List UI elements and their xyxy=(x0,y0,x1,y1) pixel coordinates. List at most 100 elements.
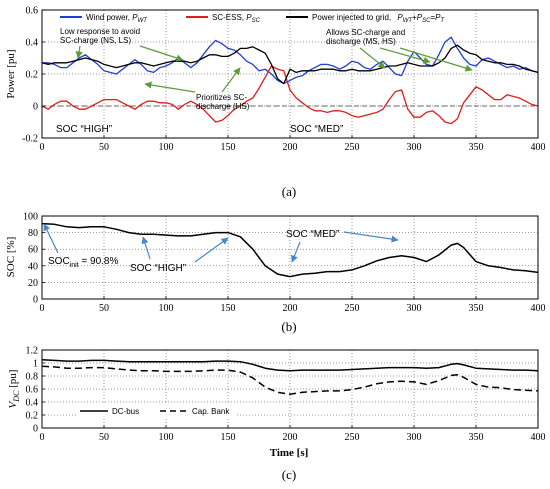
annotation-soc-med-a: SOC “MED” xyxy=(290,124,343,135)
x-tick-label: 150 xyxy=(221,303,236,314)
y-tick-label: 20 xyxy=(28,278,38,289)
x-tick-label: 400 xyxy=(531,303,546,314)
legend-c: DC-bus Cap. Bank xyxy=(76,404,236,418)
arrow-soc-med-1 xyxy=(291,241,301,263)
series-line-a-1 xyxy=(41,65,539,125)
series-b xyxy=(41,222,539,278)
legend-dcbus-label: DC-bus xyxy=(112,407,139,416)
arrow-prioritizes-2 xyxy=(221,67,241,93)
x-tick-label: 350 xyxy=(469,142,484,153)
arrow-low-response-1 xyxy=(75,45,83,59)
x-tick-label: 350 xyxy=(469,303,484,314)
y-tick-label: 100 xyxy=(23,212,38,223)
arrow-soc-init xyxy=(43,223,59,254)
arrow-allows-3 xyxy=(399,47,473,72)
x-tick-label: 0 xyxy=(40,432,45,443)
series-c xyxy=(41,359,539,395)
arrow-allows-1 xyxy=(359,47,386,69)
arrow-soc-med-2 xyxy=(343,231,399,243)
series-line-a-0 xyxy=(42,36,539,85)
y-tick-label: 0 xyxy=(33,102,38,113)
annotation-prioritizes-line1: Prioritizes SC- xyxy=(196,93,247,102)
annotation-low-response-line2: SC-charge (NS, LS) xyxy=(60,36,131,45)
x-tick-label: 50 xyxy=(99,432,109,443)
y-tick-label: 40 xyxy=(28,261,38,272)
annotation-allows-line2: discharge (MS, HS) xyxy=(326,37,396,46)
legend-wind-label: Wind power, PWT xyxy=(86,13,148,24)
y-tick-label: 0.4 xyxy=(26,38,39,49)
series-line-c-0 xyxy=(41,359,539,372)
annotation-prioritizes-line2: discharge (HS) xyxy=(196,102,250,111)
annotation-low-response-line1: Low response to avoid xyxy=(60,27,140,36)
x-tick-label: 400 xyxy=(531,432,546,443)
x-tick-label: 300 xyxy=(407,303,422,314)
arrow-prioritizes-1 xyxy=(144,81,196,93)
panel-c: 0 50 100 150 200 250 300 350 40000.20.40.60.811.… xyxy=(7,346,546,483)
legend-grid-label: Power injected to grid, PWT+PSC=PT xyxy=(312,13,445,24)
y-tick-label: 60 xyxy=(28,245,38,256)
x-tick-label: 0 xyxy=(40,303,45,314)
x-tick-label: 250 xyxy=(345,432,360,443)
ylabel-b: SOC [%] xyxy=(5,237,17,278)
grid-c xyxy=(42,350,538,428)
x-tick-label: 200 xyxy=(283,432,298,443)
caption-a: (a) xyxy=(282,184,296,199)
x-tick-label: 200 xyxy=(283,303,298,314)
x-tick-label: 300 xyxy=(407,432,422,443)
annotation-soc-high-b: SOC “HIGH” xyxy=(130,263,186,274)
ylabel-c: VDC [pu] xyxy=(7,370,21,409)
series-line-b-0 xyxy=(41,222,539,278)
annotation-soc-init: SOCinit = 90.8% xyxy=(48,256,118,269)
grid-a xyxy=(42,10,538,138)
ticks-a: 0 50 100 150 200 250 300 350 400-0.200.20.40.6 xyxy=(22,6,545,154)
x-tick-label: 200 xyxy=(283,142,298,153)
legend-capbank-label: Cap. Bank xyxy=(192,407,230,416)
x-tick-label: 400 xyxy=(531,142,546,153)
y-tick-label: 0.6 xyxy=(26,6,39,17)
x-tick-label: 150 xyxy=(221,432,236,443)
x-tick-label: 0 xyxy=(40,142,45,153)
y-tick-label: 0.6 xyxy=(26,385,39,396)
caption-b: (b) xyxy=(281,319,296,334)
panel-a: 0 50 100 150 200 250 300 350 400-0.200.20.40.6 P… xyxy=(5,6,546,200)
legend-c-bg xyxy=(76,404,236,418)
x-tick-label: 150 xyxy=(221,142,236,153)
x-tick-label: 50 xyxy=(99,142,109,153)
x-tick-label: 250 xyxy=(345,142,360,153)
annotation-soc-med-b: SOC “MED” xyxy=(286,229,339,240)
x-tick-label: 300 xyxy=(407,142,422,153)
ticks-c: 0 50 100 150 200 250 300 350 40000.20.40.60.811.… xyxy=(26,346,546,444)
y-tick-label: 0 xyxy=(33,295,38,306)
panel-b: 0 50 100 150 200 250 300 350 400 0 20 40 60 80 100 SOC… xyxy=(5,212,546,335)
annotation-allows-line1: Allows SC-charge and xyxy=(326,28,405,37)
series-a xyxy=(41,36,539,125)
x-tick-label: 350 xyxy=(469,432,484,443)
arrow-allows-2 xyxy=(379,47,431,64)
x-tick-label: 50 xyxy=(99,303,109,314)
y-tick-label: 80 xyxy=(28,228,38,239)
y-tick-label: 0.2 xyxy=(26,411,39,422)
legend-a: Wind power, PWT SC-ESS, PSC Power inject… xyxy=(60,13,445,24)
y-tick-label: 1.2 xyxy=(26,346,39,357)
arrow-soc-high-1 xyxy=(141,236,151,260)
annotation-soc-high-a: SOC “HIGH” xyxy=(56,124,112,135)
y-tick-label: 0.2 xyxy=(26,70,39,81)
x-tick-label: 250 xyxy=(345,303,360,314)
arrow-soc-high-2 xyxy=(194,237,229,263)
ylabel-a: Power [pu] xyxy=(5,49,17,98)
legend-sc-label: SC-ESS, PSC xyxy=(212,13,261,24)
series-line-a-2 xyxy=(41,44,539,85)
x-tick-label: 100 xyxy=(159,142,174,153)
y-tick-label: 0.4 xyxy=(26,398,39,409)
x-tick-label: 100 xyxy=(159,303,174,314)
xlabel-c: Time [s] xyxy=(270,447,309,459)
y-tick-label: 0 xyxy=(33,424,38,435)
grid-b xyxy=(42,216,538,299)
y-tick-label: 0.8 xyxy=(26,372,39,383)
y-tick-label: -0.2 xyxy=(22,134,38,145)
y-tick-label: 1 xyxy=(33,359,38,370)
arrow-low-response-2 xyxy=(139,45,184,62)
ticks-b: 0 50 100 150 200 250 300 350 400 0 20 40 60 80 100 xyxy=(23,212,546,315)
caption-c: (c) xyxy=(282,467,296,482)
